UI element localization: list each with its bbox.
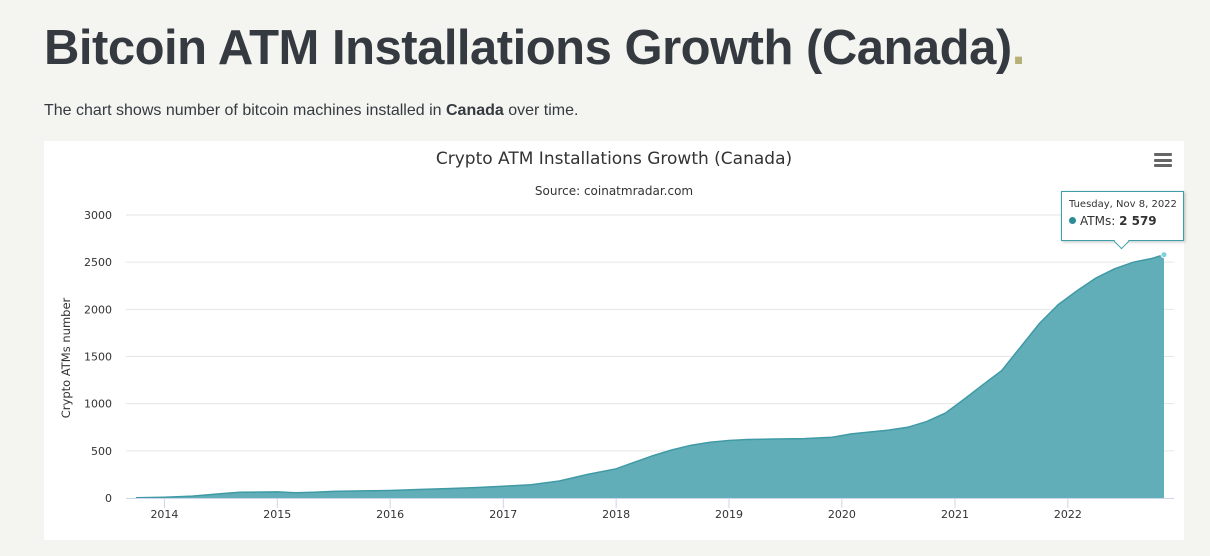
page-title-text: Bitcoin ATM Installations Growth (Canada…	[44, 21, 1012, 75]
title-dot: .	[1011, 21, 1026, 75]
menu-bar	[1154, 164, 1172, 167]
x-tick-label: 2017	[489, 508, 517, 521]
page-title: Bitcoin ATM Installations Growth (Canada…	[44, 20, 1025, 76]
menu-bar	[1154, 153, 1172, 156]
series-marker-icon	[1069, 217, 1076, 224]
menu-bar	[1154, 158, 1172, 162]
chart-title: Crypto ATM Installations Growth (Canada)	[436, 149, 792, 169]
y-tick-label: 0	[105, 492, 112, 505]
x-tick-label: 2022	[1054, 508, 1082, 521]
y-tick-label: 2500	[84, 256, 112, 269]
chart-description: The chart shows number of bitcoin machin…	[44, 102, 578, 120]
x-tick-label: 2016	[376, 508, 404, 521]
x-tick-label: 2021	[941, 508, 969, 521]
hamburger-menu-icon[interactable]	[1154, 153, 1172, 167]
y-tick-label: 3000	[84, 209, 112, 222]
y-tick-label: 1000	[84, 398, 112, 411]
hovered-data-point	[1160, 251, 1168, 259]
series-area	[135, 251, 1168, 499]
tooltip-series-line: ATMs: 2 579	[1069, 214, 1157, 228]
tooltip: Tuesday, Nov 8, 2022 ATMs: 2 579	[1061, 191, 1184, 250]
chart-subtitle: Source: coinatmradar.com	[535, 184, 693, 198]
intro-text-after: over time.	[503, 102, 579, 119]
x-tick-label: 2019	[715, 508, 743, 521]
x-tick-label: 2020	[828, 508, 856, 521]
x-tick-label: 2018	[602, 508, 630, 521]
intro-country: Canada	[445, 102, 504, 119]
series-area-fill	[136, 254, 1164, 498]
y-axis-title: Crypto ATMs number	[59, 297, 73, 418]
chart-container: 0 500 1000 1500 2000 2500 3000 2014 2015 2016 2017…	[44, 141, 1184, 540]
y-tick-label: 1500	[84, 351, 112, 364]
area-chart: 0 500 1000 1500 2000 2500 3000 2014 2015 2016 2017…	[59, 149, 1174, 521]
x-tick-label: 2014	[150, 508, 178, 521]
x-tick-label: 2015	[263, 508, 291, 521]
axes: 0 500 1000 1500 2000 2500 3000 2014 2015 2016 2017…	[84, 209, 1174, 521]
tooltip-date: Tuesday, Nov 8, 2022	[1069, 199, 1177, 210]
y-tick-label: 500	[91, 445, 112, 458]
tooltip-value: 2 579	[1119, 214, 1157, 228]
intro-text-before: The chart shows number of bitcoin machin…	[44, 102, 446, 119]
tooltip-series-label: ATMs:	[1080, 214, 1120, 228]
y-tick-label: 2000	[84, 303, 112, 316]
